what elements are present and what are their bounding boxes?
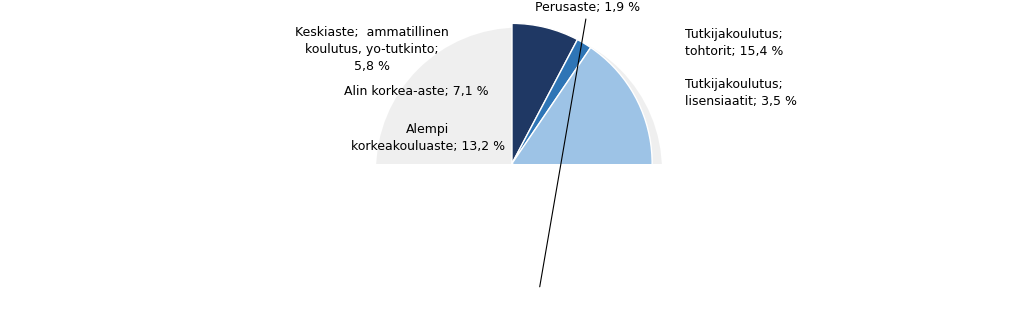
Wedge shape — [512, 39, 591, 163]
Wedge shape — [512, 163, 546, 301]
Text: Tutkijakoulutus;
tohtorit; 15,4 %: Tutkijakoulutus; tohtorit; 15,4 % — [685, 28, 783, 58]
Text: Alempi
korkeakouluaste; 13,2 %: Alempi korkeakouluaste; 13,2 % — [351, 123, 505, 153]
Wedge shape — [512, 48, 652, 253]
Wedge shape — [512, 163, 621, 289]
Wedge shape — [512, 163, 575, 300]
Text: Tutkijakoulutus;
lisensiaatit; 3,5 %: Tutkijakoulutus; lisensiaatit; 3,5 % — [685, 79, 797, 108]
Wedge shape — [512, 23, 578, 163]
Ellipse shape — [376, 28, 662, 313]
Text: Keskiaste;  ammatillinen
koulutus, yo-tutkinto;
5,8 %: Keskiaste; ammatillinen koulutus, yo-tut… — [295, 26, 449, 73]
Wedge shape — [512, 163, 538, 304]
Text: Perusaste; 1,9 %: Perusaste; 1,9 % — [536, 1, 640, 287]
Text: Alin korkea-aste; 7,1 %: Alin korkea-aste; 7,1 % — [344, 85, 488, 98]
Bar — [208, 163, 816, 313]
